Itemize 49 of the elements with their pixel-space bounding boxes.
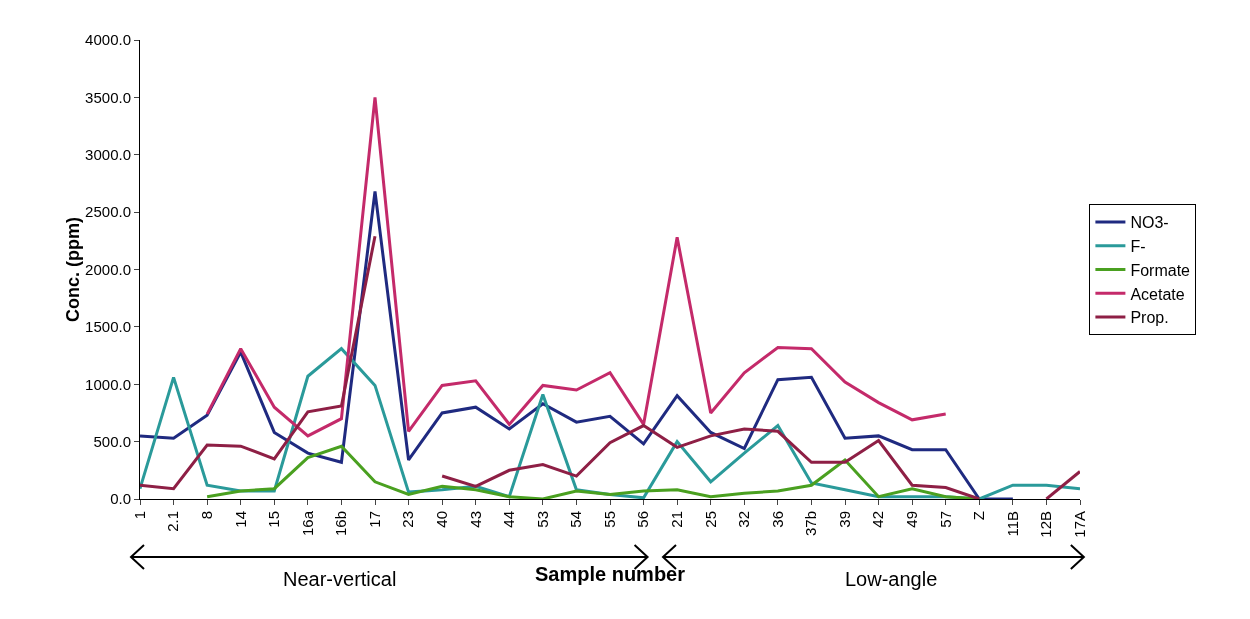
y-axis-title: Conc. (ppm) (63, 217, 84, 322)
x-tick-label: 25 (701, 511, 719, 528)
x-tick-label: 17A (1070, 511, 1088, 538)
y-tick-label: 1500.0 (85, 318, 131, 336)
x-tick-label: 2.1 (164, 511, 182, 532)
x-tick-label: Z (970, 511, 988, 521)
line-series (205, 95, 948, 438)
y-tick-label: 0.0 (110, 490, 131, 508)
legend-label: Prop. (1130, 309, 1169, 327)
x-tick-label: 15 (265, 511, 283, 528)
x-tick-label: 12B (1037, 511, 1055, 538)
legend-label: F- (1130, 237, 1146, 255)
y-tick-label: 1000.0 (85, 375, 131, 393)
text: Low-angle (845, 568, 938, 590)
x-tick-label: 57 (936, 511, 954, 528)
text: Near-vertical (283, 568, 397, 590)
legend-label: Acetate (1130, 285, 1185, 303)
x-tick-label: 40 (433, 511, 451, 528)
x-tick-label: 54 (567, 511, 585, 528)
x-tick-label: 21 (668, 511, 686, 528)
x-tick-label: 16a (298, 510, 316, 537)
legend-label: NO3- (1130, 214, 1169, 232)
x-tick-label: 11B (1003, 511, 1021, 537)
x-tick-label: 16b (332, 511, 350, 537)
x-tick-label: 44 (500, 511, 518, 528)
y-tick-label: 4000.0 (85, 31, 131, 49)
x-tick-label: 32 (735, 511, 753, 528)
x-tick-label: 17 (365, 511, 383, 528)
x-tick-label: 56 (634, 511, 652, 528)
x-tick-label: 39 (835, 511, 853, 528)
line-series (140, 189, 1015, 499)
y-tick-label: 3500.0 (85, 88, 131, 106)
x-tick-label: 49 (903, 511, 921, 528)
x-tick-label: 37b (802, 511, 820, 537)
x-tick-label: 23 (399, 511, 417, 528)
x-tick-label: 14 (231, 511, 249, 528)
x-tick-label: 53 (533, 511, 551, 528)
x-tick-label: 8 (198, 511, 216, 520)
y-tick-label: 2500.0 (85, 203, 131, 221)
x-tick-label: 43 (466, 511, 484, 528)
x-tick-label: 1 (130, 511, 148, 520)
y-tick-label: 2000.0 (85, 260, 131, 278)
x-tick-label: 36 (768, 511, 786, 528)
y-tick-label: 3000.0 (85, 146, 131, 163)
x-tick-label: 42 (869, 511, 887, 528)
legend-label: Formate (1130, 261, 1191, 279)
y-tick-label: 500.0 (93, 432, 131, 450)
x-tick-label: 55 (600, 511, 618, 528)
x-axis-title: Sample number (534, 563, 686, 586)
